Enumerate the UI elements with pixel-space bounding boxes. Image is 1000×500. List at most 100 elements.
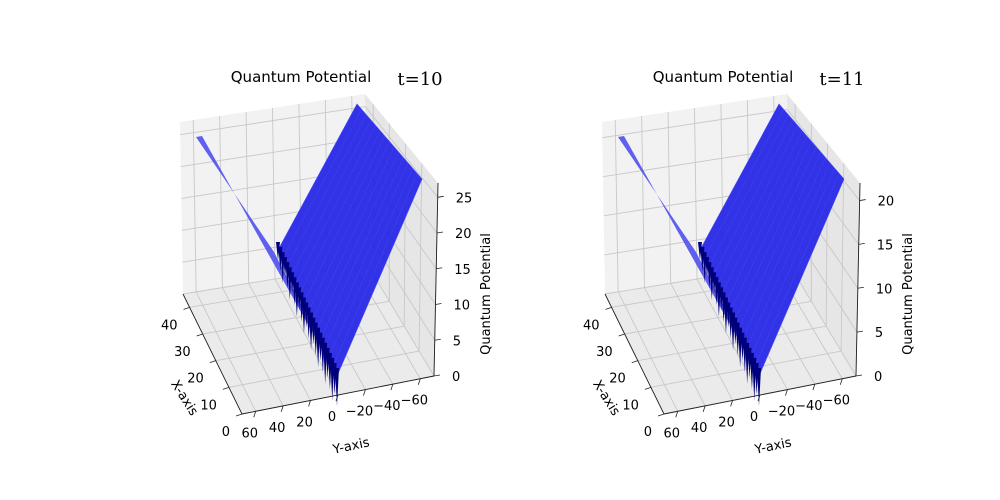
back-grid-y <box>245 111 250 284</box>
surface-mesh-line <box>704 109 784 260</box>
surface-mesh-line <box>328 168 413 359</box>
floor-grid-y <box>617 291 679 412</box>
floor-pane <box>605 264 856 414</box>
z-axis-label: Quantum Potential <box>901 233 916 355</box>
y-tick-label: 20 <box>296 415 313 430</box>
floor-grid-y <box>195 291 257 412</box>
z-tick-mark <box>858 243 865 245</box>
x-tick-label: 30 <box>596 345 613 360</box>
surface-mesh-line <box>319 157 404 341</box>
z-tick-label: 0 <box>452 370 460 385</box>
floor-grid-y <box>222 287 284 407</box>
x-tick-mark <box>631 360 638 364</box>
surface-mesh-line <box>298 130 381 296</box>
z-tick-label: 20 <box>455 227 472 242</box>
surface-mesh-line <box>750 168 835 359</box>
back-grid-z <box>180 137 366 168</box>
chart-panel-t10: Quantum Potential t=10 0 10 20 30 40 60 40 20 0… <box>161 68 494 458</box>
y-tick-label: −20 <box>768 405 795 420</box>
y-tick-label: −20 <box>346 405 373 420</box>
side-grid-z <box>788 263 857 377</box>
back-grid-y <box>641 115 645 288</box>
surface-mesh-line <box>324 162 409 350</box>
z-tick-label: 0 <box>874 370 882 385</box>
z-tick-mark <box>857 286 864 289</box>
z-tick-label: 20 <box>878 195 895 210</box>
side-grid-x <box>840 163 845 352</box>
back-grid-z <box>180 106 366 136</box>
y-tick-mark <box>280 405 284 412</box>
z-axis-line <box>855 182 861 377</box>
surface-mesh-line <box>286 114 367 269</box>
x-tick-label: 0 <box>222 425 230 440</box>
z-tick-mark <box>435 303 442 305</box>
chart-panel-t11: Quantum Potential t=11 0 10 20 30 40 60 40 20 0… <box>583 68 916 458</box>
z-axis-line <box>433 182 439 377</box>
x-tick-label: 20 <box>609 372 626 387</box>
y-tick-label: −60 <box>401 394 428 409</box>
y-tick-mark <box>335 394 339 402</box>
time-label: t=11 <box>819 69 864 90</box>
surface-mesh-line <box>737 152 821 332</box>
y-tick-label: 60 <box>241 426 258 441</box>
x-tick-label: 30 <box>174 345 191 360</box>
x-tick-mark <box>605 306 612 310</box>
surface-spike <box>698 242 702 260</box>
z-tick-mark <box>859 199 866 201</box>
x-tick-mark <box>196 333 203 337</box>
y-tick-label: 0 <box>750 410 758 425</box>
surface-mesh-line <box>315 152 399 332</box>
x-tick-mark <box>618 333 625 337</box>
z-tick-mark <box>434 338 441 341</box>
surface-mesh-line <box>746 162 831 350</box>
x-axis-line <box>604 293 665 415</box>
back-grid-y <box>219 115 223 288</box>
x-tick-mark <box>235 413 243 417</box>
x-tick-mark <box>209 360 216 364</box>
surface-spike <box>705 257 710 277</box>
chart-title: Quantum Potential <box>231 68 372 86</box>
surface-mesh-line <box>332 173 418 368</box>
surface-mesh-line <box>282 109 362 260</box>
surface-mesh-line <box>307 141 390 314</box>
y-tick-mark <box>785 389 788 396</box>
floor-grid-y <box>644 287 706 407</box>
y-tick-mark <box>308 400 311 407</box>
back-grid-y <box>192 119 197 292</box>
y-tick-mark <box>730 400 733 407</box>
surface-mesh-line <box>741 157 826 341</box>
surface-spike <box>283 257 288 277</box>
y-axis-label: Y-axis <box>753 435 794 458</box>
surface-mesh-line <box>311 146 395 323</box>
x-tick-label: 0 <box>644 425 652 440</box>
y-tick-label: −40 <box>795 399 822 414</box>
back-grid-y <box>614 119 619 292</box>
back-grid-z <box>602 109 788 139</box>
surface-spike <box>335 368 339 406</box>
z-tick-label: 5 <box>875 326 883 341</box>
back-grid-y <box>272 107 276 280</box>
z-tick-mark <box>437 195 444 198</box>
floor-pane <box>183 264 434 414</box>
floor-grid-y <box>670 283 733 401</box>
x-tick-label: 10 <box>200 398 217 413</box>
z-tick-mark <box>856 330 863 333</box>
y-tick-label: 60 <box>663 426 680 441</box>
z-axis-label: Quantum Potential <box>479 233 494 355</box>
x-tick-mark <box>657 413 665 417</box>
side-grid-z <box>364 106 439 198</box>
y-tick-mark <box>363 389 366 396</box>
floor-grid-y <box>248 283 311 401</box>
y-tick-label: 40 <box>269 421 286 436</box>
surface-mesh-line <box>290 119 372 278</box>
surface-mesh-line <box>733 146 817 323</box>
x-tick-label: 40 <box>583 318 600 333</box>
y-tick-mark <box>702 405 706 412</box>
chart-title: Quantum Potential <box>653 68 794 86</box>
y-tick-mark <box>839 378 843 385</box>
x-tick-label: 40 <box>161 318 178 333</box>
y-tick-label: −40 <box>373 399 400 414</box>
z-tick-label: 5 <box>453 334 461 349</box>
y-axis-label: Y-axis <box>331 435 372 458</box>
y-tick-label: −60 <box>823 394 850 409</box>
